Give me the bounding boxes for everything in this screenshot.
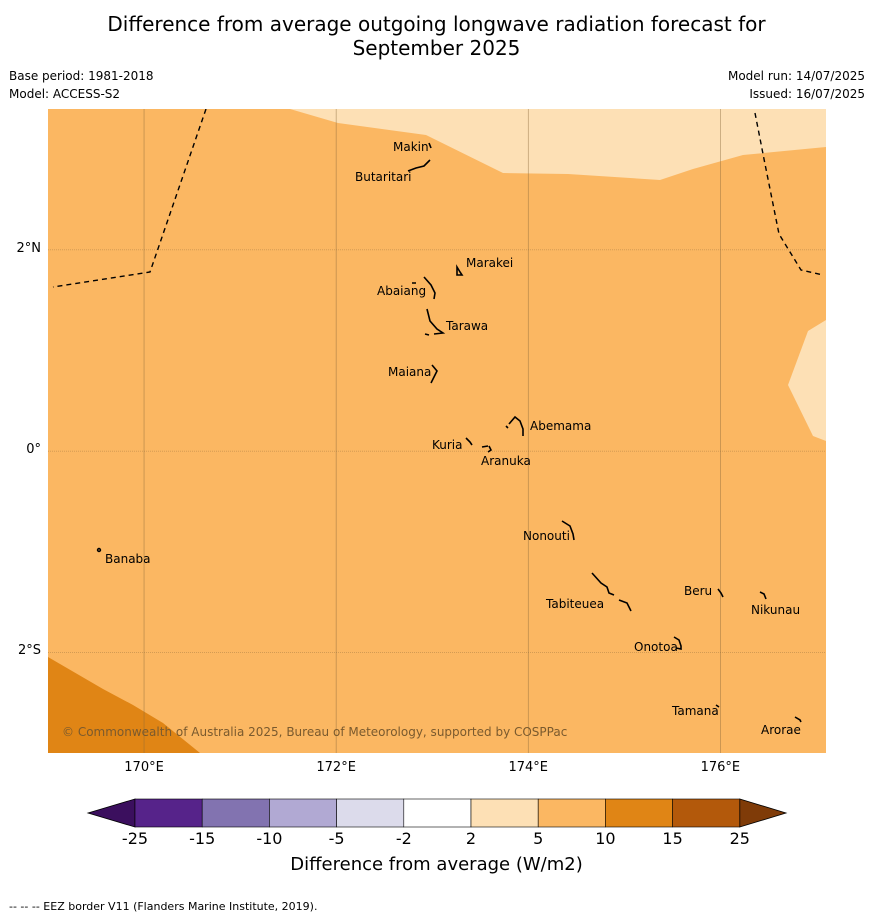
island-makin xyxy=(428,142,432,149)
label-arorae: Arorae xyxy=(761,723,801,737)
colorbar-tick-label: -5 xyxy=(328,829,345,848)
colorbar-tick-label: 5 xyxy=(533,829,544,848)
chart-title: Difference from average outgoing longwav… xyxy=(0,12,873,60)
colorbar-tick-label: -10 xyxy=(256,829,283,848)
colorbar-tick-label: -15 xyxy=(189,829,216,848)
label-maiana: Maiana xyxy=(388,365,431,379)
island-maiana xyxy=(430,364,438,384)
anomaly-5-10-region xyxy=(48,109,826,753)
label-makin: Makin xyxy=(393,140,429,154)
copyright-notice: © Commonwealth of Australia 2025, Bureau… xyxy=(62,725,567,739)
colorbar-segment xyxy=(269,798,337,828)
label-onotoa: Onotoa xyxy=(634,640,678,654)
colorbar-segment xyxy=(672,798,741,828)
eez-border xyxy=(52,109,824,288)
island-banaba xyxy=(96,547,102,553)
island-onotoa xyxy=(673,636,682,650)
colorbar-segment xyxy=(537,798,606,828)
lat-tick-label: 2°S xyxy=(17,643,41,659)
forecast-map: Makin Butaritari Marakei Abaiang Tarawa … xyxy=(48,109,826,753)
lon-tick-label: 170°E xyxy=(124,760,164,775)
label-aranuka: Aranuka xyxy=(481,454,531,468)
colorbar-tick-label: 10 xyxy=(595,829,616,848)
eez-border-east xyxy=(754,112,824,276)
label-tamana: Tamana xyxy=(671,704,719,718)
eez-border-west xyxy=(52,109,207,288)
title-line-2: September 2025 xyxy=(352,36,521,60)
island-butaritari xyxy=(407,159,431,172)
label-abemama: Abemama xyxy=(530,419,591,433)
island-abemama xyxy=(505,415,524,436)
colorbar-segment xyxy=(470,798,539,828)
island-nikunau xyxy=(759,591,767,600)
island-arorae xyxy=(794,716,802,723)
lon-tick-label: 172°E xyxy=(316,760,356,775)
base-period: Base period: 1981-2018 xyxy=(9,69,154,83)
label-butaritari: Butaritari xyxy=(355,170,412,184)
anomaly-2-5-region-east xyxy=(788,320,826,441)
colorbar-title: Difference from average (W/m2) xyxy=(290,854,583,875)
place-labels: Makin Butaritari Marakei Abaiang Tarawa … xyxy=(105,140,801,737)
colorbar-segment xyxy=(134,798,203,828)
issued-date: Issued: 16/07/2025 xyxy=(749,87,865,101)
eez-footnote: -- -- -- EEZ border V11 (Flanders Marine… xyxy=(9,900,318,913)
label-marakei: Marakei xyxy=(466,256,513,270)
grid-lines xyxy=(48,109,826,753)
model-run: Model run: 14/07/2025 xyxy=(727,69,865,83)
island-marakei xyxy=(456,264,464,276)
anomaly-2-5-region-north xyxy=(290,109,826,180)
colorbar-tick-label: -2 xyxy=(395,829,412,848)
label-kuria: Kuria xyxy=(432,438,463,452)
island-tarawa xyxy=(424,308,446,336)
island-outlines xyxy=(96,142,802,723)
island-nonouti xyxy=(561,520,575,541)
label-tarawa: Tarawa xyxy=(445,319,488,333)
meta-right: Model run: 14/07/2025 Issued: 16/07/2025 xyxy=(728,69,865,105)
lat-tick-label: 2°N xyxy=(16,240,42,256)
model-name: Model: ACCESS-S2 xyxy=(9,87,121,101)
label-banaba: Banaba xyxy=(105,552,151,566)
colorbar-max-arrow xyxy=(739,798,788,828)
colorbar-tick-label: 15 xyxy=(662,829,683,848)
colorbar-segment xyxy=(403,798,472,828)
label-tabiteuea: Tabiteuea xyxy=(545,597,604,611)
colorbar-segment xyxy=(336,798,405,828)
lat-tick-label: 0° xyxy=(26,442,41,458)
colorbar-tick-label: 25 xyxy=(729,829,750,848)
label-abaiang: Abaiang xyxy=(377,284,426,298)
colorbar-tick-label: 2 xyxy=(465,829,477,848)
meta-left: Base period: 1981-2018 Model: ACCESS-S2 xyxy=(9,69,154,105)
lon-tick-label: 174°E xyxy=(508,760,548,775)
colorbar-segment xyxy=(605,798,673,828)
island-beru xyxy=(717,588,724,598)
colorbar-segment xyxy=(201,798,270,828)
island-kuria xyxy=(465,437,473,446)
colorbar-min-arrow xyxy=(86,798,136,828)
island-tamana xyxy=(715,704,720,708)
anomaly-10-15-region-southwest xyxy=(48,657,200,753)
island-abaiang xyxy=(412,276,436,300)
island-aranuka xyxy=(481,445,493,453)
colorbar xyxy=(86,798,788,828)
label-nonouti: Nonouti xyxy=(523,529,570,543)
title-line-1: Difference from average outgoing longwav… xyxy=(107,12,766,36)
label-nikunau: Nikunau xyxy=(751,603,800,617)
lon-tick-label: 176°E xyxy=(700,760,741,775)
label-beru: Beru xyxy=(684,584,712,598)
colorbar-tick-label: -25 xyxy=(121,829,149,848)
island-tabiteuea xyxy=(591,572,632,612)
